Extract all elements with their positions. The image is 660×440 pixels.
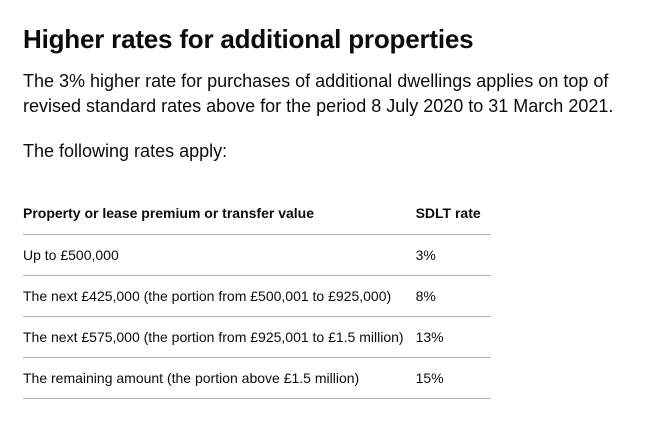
- sdlt-rates-table: Property or lease premium or transfer va…: [23, 194, 491, 399]
- band-cell: The next £575,000 (the portion from £925…: [23, 316, 416, 358]
- following-rates-paragraph: The following rates apply:: [23, 141, 228, 161]
- section-heading: Higher rates for additional properties: [23, 24, 474, 54]
- band-cell: The remaining amount (the portion above …: [23, 357, 416, 399]
- rate-cell: 3%: [415, 234, 491, 276]
- table-row: The next £425,000 (the portion from £500…: [23, 275, 491, 317]
- rate-cell: 13%: [415, 316, 491, 358]
- intro-paragraph: The 3% higher rate for purchases of addi…: [23, 71, 614, 116]
- header-property-value: Property or lease premium or transfer va…: [23, 194, 416, 235]
- table-row: Up to £500,000 3%: [23, 234, 491, 276]
- table-head: Property or lease premium or transfer va…: [23, 194, 491, 235]
- table-header-row: Property or lease premium or transfer va…: [23, 194, 491, 235]
- table-row: The remaining amount (the portion above …: [23, 357, 491, 399]
- rate-cell: 15%: [415, 357, 491, 399]
- header-sdlt-rate: SDLT rate: [415, 194, 491, 235]
- content-section: Higher rates for additional properties T…: [23, 24, 614, 399]
- band-cell: The next £425,000 (the portion from £500…: [23, 275, 416, 317]
- rate-cell: 8%: [415, 275, 491, 317]
- table-body: Up to £500,000 3% The next £425,000 (the…: [23, 234, 491, 399]
- table-row: The next £575,000 (the portion from £925…: [23, 316, 491, 358]
- band-cell: Up to £500,000: [23, 234, 416, 276]
